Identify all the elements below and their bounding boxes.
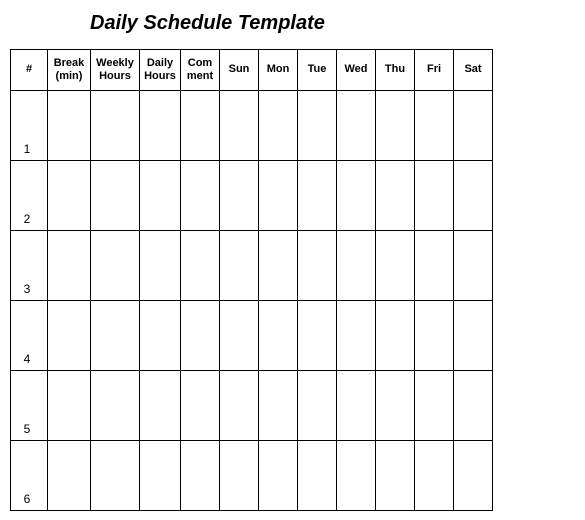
cell: [415, 91, 454, 161]
cell: [181, 91, 220, 161]
col-header-mon: Mon: [259, 50, 298, 91]
cell: [140, 161, 181, 231]
cell: [181, 301, 220, 371]
table-row: 4: [11, 301, 493, 371]
cell: [181, 161, 220, 231]
row-number: 5: [11, 371, 48, 441]
cell: [337, 301, 376, 371]
col-header-comment: Com ment: [181, 50, 220, 91]
cell: [220, 91, 259, 161]
col-header-sat: Sat: [454, 50, 493, 91]
cell: [376, 301, 415, 371]
cell: [454, 231, 493, 301]
cell: [140, 441, 181, 511]
cell: [298, 301, 337, 371]
cell: [298, 161, 337, 231]
col-header-num: #: [11, 50, 48, 91]
cell: [337, 231, 376, 301]
cell: [48, 301, 91, 371]
row-number: 6: [11, 441, 48, 511]
table-row: 5: [11, 371, 493, 441]
cell: [376, 371, 415, 441]
cell: [454, 371, 493, 441]
cell: [91, 371, 140, 441]
cell: [376, 231, 415, 301]
col-header-fri: Fri: [415, 50, 454, 91]
col-header-break: Break (min): [48, 50, 91, 91]
cell: [337, 371, 376, 441]
cell: [454, 441, 493, 511]
cell: [91, 91, 140, 161]
col-header-weekly: Weekly Hours: [91, 50, 140, 91]
cell: [298, 441, 337, 511]
cell: [220, 441, 259, 511]
cell: [259, 371, 298, 441]
cell: [337, 91, 376, 161]
cell: [259, 231, 298, 301]
row-number: 1: [11, 91, 48, 161]
cell: [454, 161, 493, 231]
cell: [220, 301, 259, 371]
cell: [48, 91, 91, 161]
cell: [220, 231, 259, 301]
cell: [140, 301, 181, 371]
cell: [140, 91, 181, 161]
cell: [181, 371, 220, 441]
cell: [259, 441, 298, 511]
cell: [91, 301, 140, 371]
table-row: 2: [11, 161, 493, 231]
col-header-sun: Sun: [220, 50, 259, 91]
table-row: 3: [11, 231, 493, 301]
cell: [140, 231, 181, 301]
cell: [454, 301, 493, 371]
cell: [298, 371, 337, 441]
cell: [220, 371, 259, 441]
cell: [140, 371, 181, 441]
cell: [181, 231, 220, 301]
cell: [415, 371, 454, 441]
cell: [415, 441, 454, 511]
row-number: 4: [11, 301, 48, 371]
cell: [376, 91, 415, 161]
cell: [48, 161, 91, 231]
schedule-table: # Break (min) Weekly Hours Daily Hours C…: [10, 49, 493, 511]
cell: [298, 231, 337, 301]
col-header-thu: Thu: [376, 50, 415, 91]
cell: [259, 91, 298, 161]
table-row: 1: [11, 91, 493, 161]
table-body: 123456: [11, 91, 493, 511]
table-row: 6: [11, 441, 493, 511]
cell: [337, 441, 376, 511]
cell: [48, 441, 91, 511]
col-header-tue: Tue: [298, 50, 337, 91]
cell: [415, 161, 454, 231]
cell: [91, 161, 140, 231]
cell: [454, 91, 493, 161]
cell: [376, 441, 415, 511]
header-row: # Break (min) Weekly Hours Daily Hours C…: [11, 50, 493, 91]
cell: [48, 371, 91, 441]
cell: [181, 441, 220, 511]
cell: [376, 161, 415, 231]
cell: [259, 301, 298, 371]
cell: [91, 441, 140, 511]
row-number: 3: [11, 231, 48, 301]
cell: [415, 301, 454, 371]
col-header-daily: Daily Hours: [140, 50, 181, 91]
col-header-wed: Wed: [337, 50, 376, 91]
cell: [48, 231, 91, 301]
cell: [91, 231, 140, 301]
cell: [337, 161, 376, 231]
cell: [259, 161, 298, 231]
cell: [298, 91, 337, 161]
cell: [415, 231, 454, 301]
cell: [220, 161, 259, 231]
row-number: 2: [11, 161, 48, 231]
page-title: Daily Schedule Template: [0, 0, 585, 49]
